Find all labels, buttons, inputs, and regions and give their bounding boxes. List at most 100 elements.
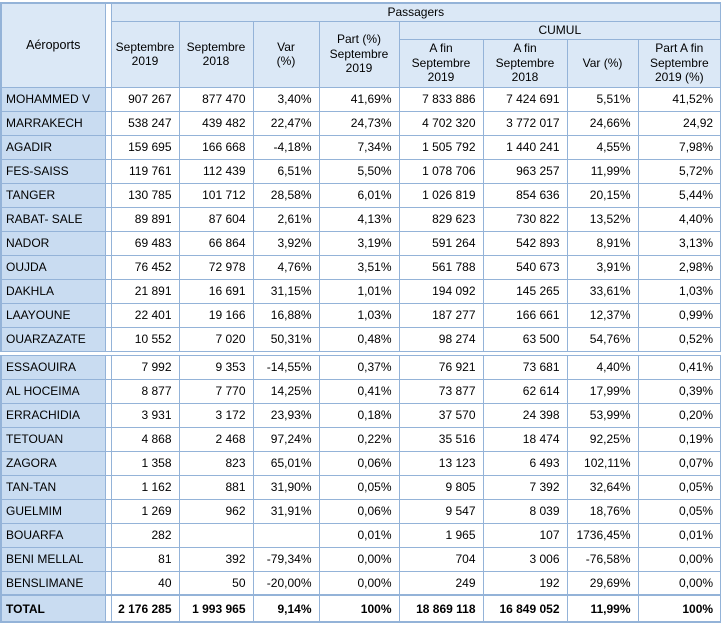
value-cell: 540 673 [482,254,568,280]
value-cell: 76 921 [398,354,484,380]
value-cell: 2 468 [178,426,254,452]
airport-name: MARRAKECH [0,110,106,136]
cumul-band-header: CUMUL [398,20,721,40]
value-cell: 0,07% [637,450,721,476]
value-cell: 1,03% [637,278,721,304]
value-cell: 101 712 [178,182,254,208]
table-row: GUELMIM 1 269 962 31,91% 0,06% 9 547 8 039 18,7… [0,498,721,524]
airport-name: AL HOCEIMA [0,378,106,404]
value-cell [252,522,320,548]
value-cell: 130 785 [110,182,180,208]
passagers-band-header: Passagers [110,2,721,22]
value-cell: 0,48% [318,326,400,352]
value-cell: 3,19% [318,230,400,256]
value-cell: 0,06% [318,498,400,524]
value-cell: -20,00% [252,570,320,596]
column-header-afin-septembre-2018: A fin Septembre 2018 [482,38,568,88]
value-cell: 3,51% [318,254,400,280]
value-cell: 0,00% [637,546,721,572]
value-cell: 877 470 [178,86,254,112]
value-cell: 0,52% [637,326,721,352]
value-cell: 5,44% [637,182,721,208]
value-cell: 1 965 [398,522,484,548]
value-cell: 31,15% [252,278,320,304]
airport-name: OUJDA [0,254,106,280]
value-cell: 145 265 [482,278,568,304]
value-cell: 18 474 [482,426,568,452]
value-cell: 166 661 [482,302,568,328]
value-cell: 24,73% [318,110,400,136]
value-cell: 0,00% [318,546,400,572]
value-cell: 538 247 [110,110,180,136]
value-cell: 439 482 [178,110,254,136]
value-cell: 41,52% [637,86,721,112]
value-cell: 0,06% [318,450,400,476]
airport-name: BENI MELLAL [0,546,106,572]
value-cell: 98 274 [398,326,484,352]
airport-name: TANGER [0,182,106,208]
value-cell: 11,99% [566,158,639,184]
value-cell: -76,58% [566,546,639,572]
airport-name: TETOUAN [0,426,106,452]
value-cell: 1 505 792 [398,134,484,160]
value-cell: -79,34% [252,546,320,572]
value-cell: 187 277 [398,302,484,328]
value-cell: 166 668 [178,134,254,160]
value-cell: 730 822 [482,206,568,232]
value-cell: 392 [178,546,254,572]
value-cell [178,522,254,548]
value-cell: 81 [110,546,180,572]
value-cell: 53,99% [566,402,639,428]
table-row: BENSLIMANE 40 50 -20,00% 0,00% 249 192 29,69% 0,… [0,570,721,596]
value-cell: 17,99% [566,378,639,404]
value-cell: 4,76% [252,254,320,280]
value-cell: 0,39% [637,378,721,404]
airport-name: LAAYOUNE [0,302,106,328]
table-row: OUARZAZATE 10 552 7 020 50,31% 0,48% 98 274 63… [0,326,721,352]
table-row: TETOUAN 4 868 2 468 97,24% 0,22% 35 516 18 474… [0,426,721,452]
value-cell: 0,05% [318,474,400,500]
table-row: OUJDA 76 452 72 978 4,76% 3,51% 561 788 540 67… [0,254,721,280]
value-cell: 89 891 [110,206,180,232]
group-gap [1,351,721,355]
value-cell: 249 [398,570,484,596]
value-cell: 50,31% [252,326,320,352]
airport-name: FES-SAISS [0,158,106,184]
value-cell: 4 868 [110,426,180,452]
value-cell: 40 [110,570,180,596]
value-cell: 100% [637,594,721,623]
value-cell: 2,98% [637,254,721,280]
value-cell: 41,69% [318,86,400,112]
value-cell: 8 039 [482,498,568,524]
value-cell: 591 264 [398,230,484,256]
airport-name: GUELMIM [0,498,106,524]
value-cell: 829 623 [398,206,484,232]
table-row: MARRAKECH 538 247 439 482 22,47% 24,73% 4 702… [0,110,721,136]
value-cell: 1 269 [110,498,180,524]
column-header-part-septembre-2019: Part (%) Septembre 2019 [318,20,400,88]
value-cell: 14,25% [252,378,320,404]
table-row: TANGER 130 785 101 712 28,58% 6,01% 1 026 819… [0,182,721,208]
airport-name: AGADIR [0,134,106,160]
table-row: RABAT- SALE 89 891 87 604 2,61% 4,13% 829 623… [0,206,721,232]
value-cell: 19 166 [178,302,254,328]
value-cell: 1,03% [318,302,400,328]
value-cell: 13,52% [566,206,639,232]
value-cell: 0,05% [637,498,721,524]
airport-name: BOUARFA [0,522,106,548]
value-cell: 24 398 [482,402,568,428]
airport-name: ESSAOUIRA [0,354,106,380]
column-header-septembre-2019: Septembre 2019 [110,20,180,88]
value-cell: 33,61% [566,278,639,304]
value-cell: 62 614 [482,378,568,404]
value-cell: 7 770 [178,378,254,404]
value-cell: 6 493 [482,450,568,476]
value-cell: 4 702 320 [398,110,484,136]
value-cell: 881 [178,474,254,500]
value-cell: 0,41% [637,354,721,380]
value-cell: 9 547 [398,498,484,524]
value-cell: 3 931 [110,402,180,428]
table-row: BOUARFA 282 0,01% 1 965 107 1736,45% 0,01% [0,522,721,548]
value-cell: 31,90% [252,474,320,500]
value-cell: 0,18% [318,402,400,428]
